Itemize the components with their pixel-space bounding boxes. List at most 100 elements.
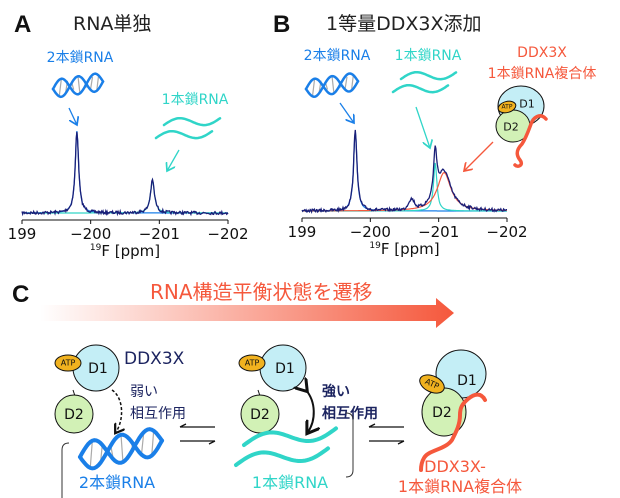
axis-label-superscript: 19 xyxy=(369,241,381,251)
base-pair xyxy=(89,76,94,90)
tick-label: 199 xyxy=(288,223,317,241)
strand xyxy=(51,72,105,96)
ddx3x-ss-rna-complex: ATP D1 D2 xyxy=(419,349,487,472)
atp-badge xyxy=(54,354,82,372)
panel-b-title: 1等量DDX3X添加 xyxy=(326,13,481,35)
strand xyxy=(51,75,105,99)
ddx3x-protein-left: ATP D1 D2 xyxy=(54,344,120,434)
panel-c: C RNA構造平衡状態を遷移 ATP D1 D2 DDX3X 弱い 相互作用 2… xyxy=(12,280,522,498)
atp-text: ATP xyxy=(61,359,76,368)
d1-label: D1 xyxy=(457,373,477,389)
panel-b: B 1等量DDX3X添加 2本鎖RNA 1本鎖RNA DDX3X 1本鎖RNA複… xyxy=(273,11,596,258)
strand xyxy=(304,72,360,96)
ds-rna-icon xyxy=(304,72,360,98)
tick-label: −202 xyxy=(207,225,248,243)
ss-rna-label: 1本鎖RNA xyxy=(252,473,328,492)
ss-rna-label: 1本鎖RNA xyxy=(162,92,229,108)
equilibrium-shift-arrow xyxy=(40,298,454,328)
arrow-to-ds-peak xyxy=(339,102,354,123)
d2-domain xyxy=(54,394,94,434)
x-axis-a: 199 −200 −201 −202 19F [ppm] xyxy=(8,219,249,260)
tick-label: −202 xyxy=(486,223,527,241)
arrow-to-ss-peak xyxy=(415,106,430,148)
fit-curve xyxy=(22,130,228,214)
panel-a: A RNA単独 2本鎖RNA 1本鎖RNA 199 −200 −201 −202 19F… xyxy=(8,11,249,260)
ss-rna-strand xyxy=(419,392,487,472)
weak-label-1: 弱い xyxy=(130,384,158,400)
fit-curve xyxy=(302,171,508,212)
ddx3x-label: DDX3X xyxy=(124,349,185,369)
strong-label-1: 強い xyxy=(322,383,350,400)
strand xyxy=(391,83,450,94)
strand xyxy=(304,74,360,98)
right-bracket xyxy=(345,412,354,478)
left-bracket xyxy=(61,442,70,498)
ds-rna-label: 2本鎖RNA xyxy=(304,48,371,64)
tick-label: −201 xyxy=(139,225,180,243)
base-pair xyxy=(58,79,62,97)
strand xyxy=(399,70,458,81)
complex-label-line1: DDX3X- xyxy=(424,457,486,476)
strand xyxy=(154,129,214,140)
nmr-spectrum-a xyxy=(21,130,229,217)
axis-label: 19F [ppm] xyxy=(369,240,439,258)
equilibrium-shift-label: RNA構造平衡状態を遷移 xyxy=(150,280,373,304)
nmr-spectrum-b xyxy=(301,129,508,215)
panel-letter-b: B xyxy=(273,11,290,38)
axis-label-main: F [ppm] xyxy=(381,240,440,258)
atp-badge xyxy=(238,354,266,372)
axis-label: 19F [ppm] xyxy=(90,242,160,260)
weak-label-2: 相互作用 xyxy=(130,406,186,422)
data-trace xyxy=(301,129,507,215)
weak-interaction-arrow xyxy=(111,389,122,432)
base-pair xyxy=(331,76,335,95)
ss-rna-icon xyxy=(391,70,458,94)
equilibrium-arrows-1 xyxy=(179,423,216,445)
d2-label: D2 xyxy=(64,407,84,423)
atp-badge xyxy=(419,374,445,394)
panel-a-title: RNA単独 xyxy=(73,13,151,35)
complex-label-line2: 1本鎖RNA複合体 xyxy=(488,65,597,82)
atp-text: ATP xyxy=(245,359,260,368)
d1-label: D1 xyxy=(519,98,534,111)
strand xyxy=(162,116,222,127)
base-pair xyxy=(344,76,348,90)
base-pair xyxy=(140,434,145,455)
data-trace xyxy=(21,131,229,217)
strand xyxy=(78,432,164,471)
strand xyxy=(234,446,330,467)
complex-label-line2: 1本鎖RNA複合体 xyxy=(398,477,522,496)
x-axis-b: 199 −200 −201 −202 19F [ppm] xyxy=(288,217,528,258)
complex-label-line1: DDX3X xyxy=(517,45,567,61)
d2-label: D2 xyxy=(250,407,270,423)
fit-curve xyxy=(302,130,507,212)
ddx3x-complex-icon: ATP D1 D2 xyxy=(495,85,548,168)
tick-label: −200 xyxy=(350,223,391,241)
base-pair xyxy=(151,429,155,456)
axis-label-main: F [ppm] xyxy=(101,242,160,260)
ds-rna-label: 2本鎖RNA xyxy=(79,473,155,492)
base-pair xyxy=(311,79,316,97)
ddx3x-protein-middle: ATP D1 D2 xyxy=(238,344,307,434)
base-pair xyxy=(89,441,93,468)
base-pair xyxy=(120,434,124,463)
panel-letter-a: A xyxy=(14,11,31,38)
equilibrium-arrows-2 xyxy=(368,423,405,445)
d2-label: D2 xyxy=(432,405,452,421)
ss-rna-icon xyxy=(154,116,222,140)
axis-label-superscript: 19 xyxy=(90,243,102,253)
d2-label: D2 xyxy=(503,121,518,134)
tick-label: 199 xyxy=(8,225,37,243)
arrow-to-complex-peak xyxy=(464,141,494,171)
fit-curve xyxy=(22,177,228,214)
tick-label: −201 xyxy=(418,223,459,241)
fit-curve xyxy=(302,162,507,212)
panel-letter-c: C xyxy=(12,281,29,308)
ds-rna-icon xyxy=(51,72,105,99)
d1-label: D1 xyxy=(88,361,108,377)
arrow-to-ds-peak xyxy=(68,107,77,125)
d1-label: D1 xyxy=(275,361,295,377)
arrow-to-ss-peak xyxy=(167,149,180,171)
ss-rna-icon xyxy=(234,426,338,467)
